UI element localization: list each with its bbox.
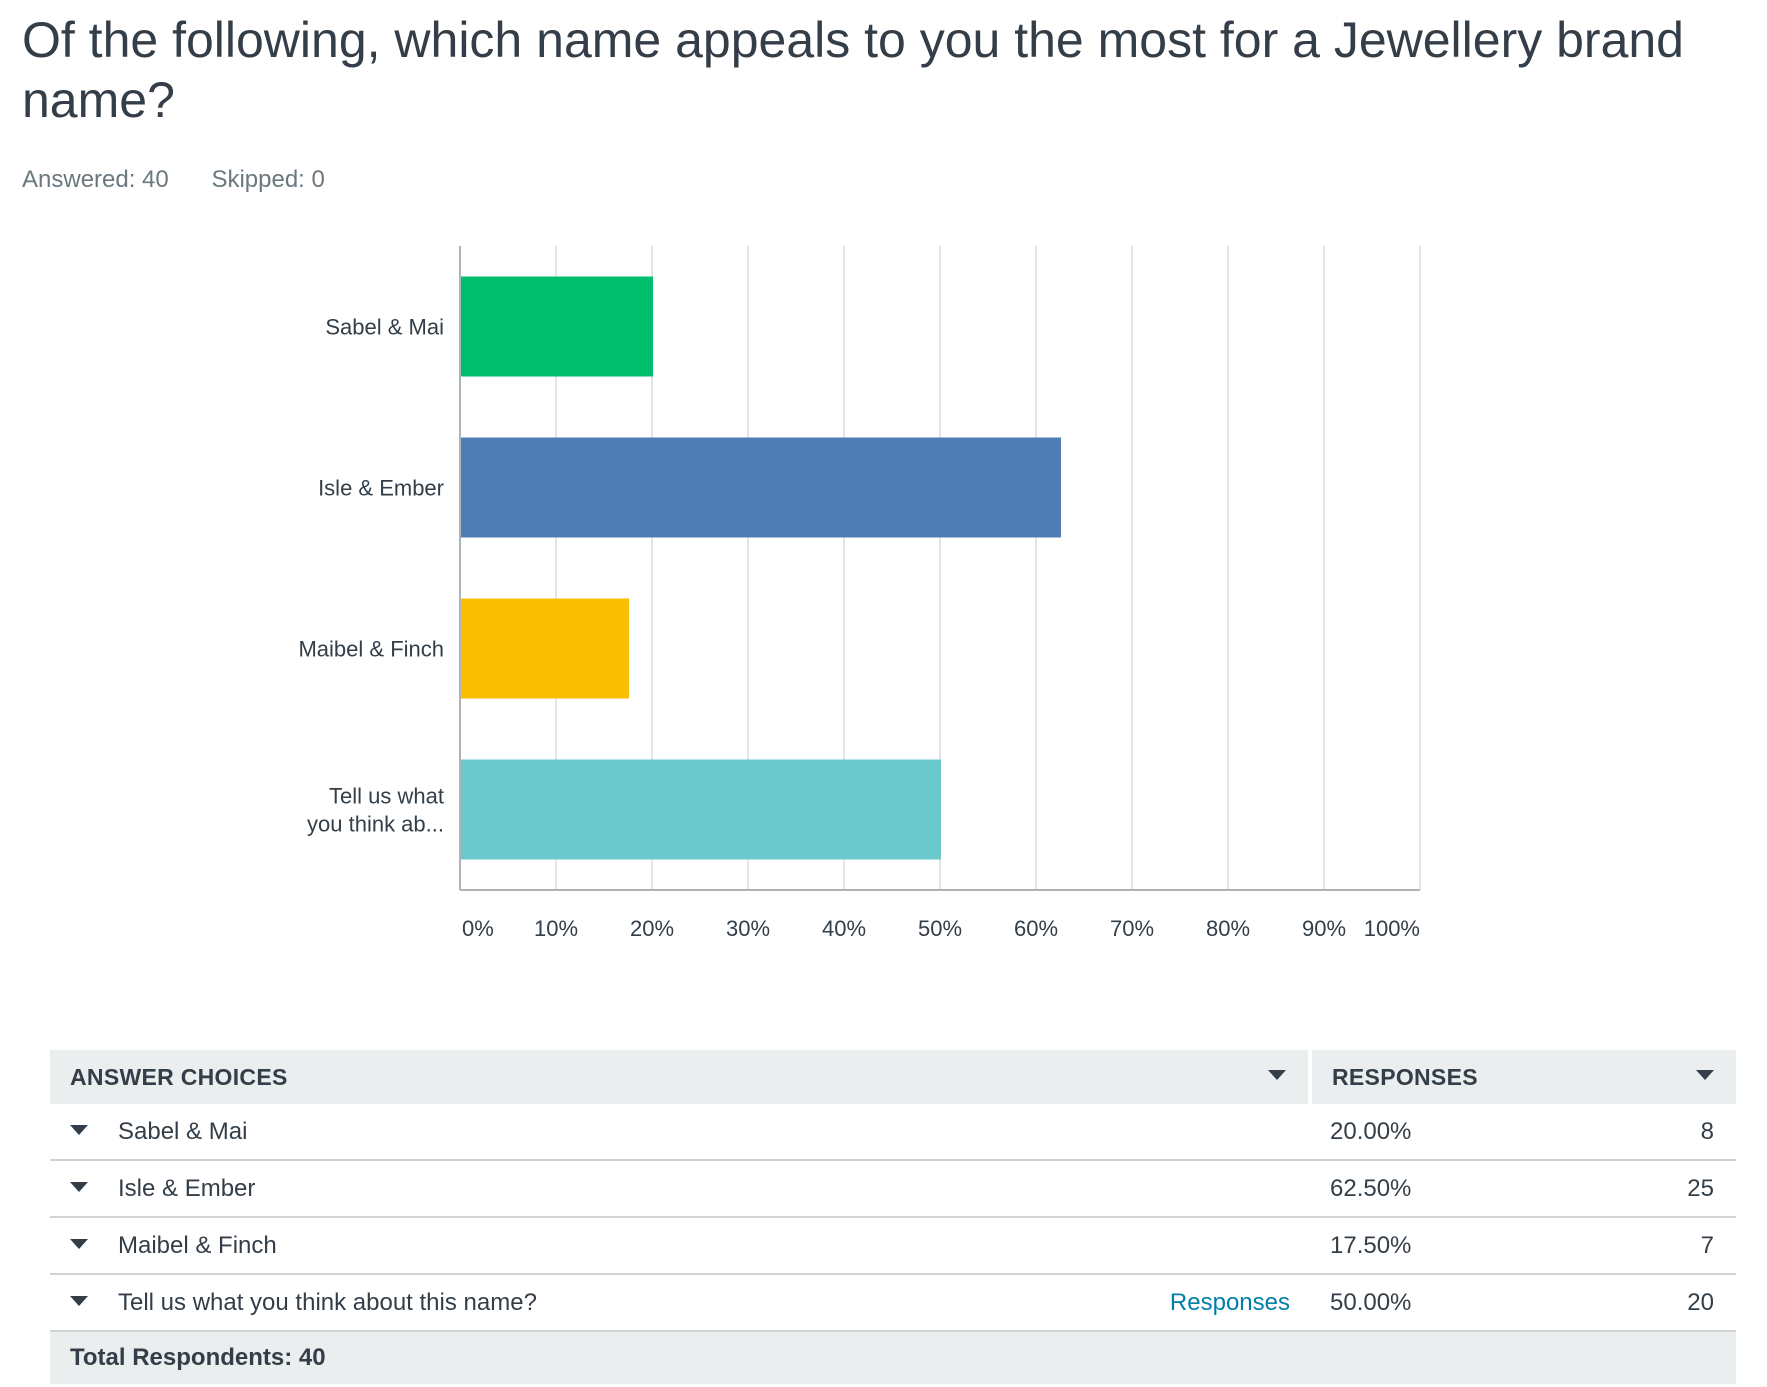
expand-caret-icon[interactable]: [70, 1239, 88, 1250]
x-tick-label: 80%: [1206, 916, 1250, 941]
response-count: 7: [1700, 1231, 1714, 1259]
bar-chart-svg: 0% 10% 20% 30% 40% 50% 60% 70% 80% 90% 100% Sabel &…: [298, 246, 1421, 941]
table-row: Isle & Ember 62.50% 25: [50, 1160, 1736, 1218]
response-percent: 50.00%: [1330, 1288, 1412, 1316]
response-percent: 62.50%: [1330, 1174, 1412, 1202]
response-count: 25: [1687, 1174, 1714, 1202]
response-cell: 17.50% 7: [1310, 1217, 1736, 1275]
table-row: Tell us what you think about this name? R…: [50, 1274, 1736, 1332]
responses-link[interactable]: Responses: [1169, 1288, 1290, 1316]
responses-header[interactable]: RESPONSES: [1310, 1050, 1736, 1104]
category-label: Sabel & Mai: [325, 315, 444, 340]
sort-caret-icon[interactable]: [1696, 1070, 1714, 1080]
category-label: Maibel & Finch: [298, 637, 444, 662]
response-count: 20: [1687, 1288, 1714, 1316]
x-tick-label: 30%: [726, 916, 770, 941]
response-stats: Answered: 40 Skipped: 0: [22, 166, 361, 194]
x-tick-label: 20%: [630, 916, 674, 941]
response-percent: 17.50%: [1330, 1231, 1412, 1259]
total-respondents: Total Respondents: 40: [50, 1331, 1736, 1384]
x-tick-label: 100%: [1364, 916, 1420, 941]
answer-choice-label: Isle & Ember: [118, 1174, 256, 1202]
table-row: Maibel & Finch 17.50% 7: [50, 1217, 1736, 1275]
sort-caret-icon[interactable]: [1268, 1070, 1286, 1080]
table-body: Sabel & Mai 20.00% 8 Isle & Ember 62.50% 25 Ma…: [50, 1104, 1736, 1384]
skipped-count: Skipped: 0: [211, 166, 325, 193]
question-title: Of the following, which name appeals to …: [22, 12, 1684, 128]
x-tick-label: 40%: [822, 916, 866, 941]
x-tick-label: 0%: [462, 916, 494, 941]
answer-choice-cell: Isle & Ember: [50, 1160, 1310, 1218]
bar: [461, 598, 629, 699]
expand-caret-icon[interactable]: [70, 1125, 88, 1136]
response-count: 8: [1700, 1117, 1714, 1145]
category-label: you think ab...: [307, 812, 444, 837]
answered-count: Answered: 40: [22, 166, 169, 193]
x-tick-label: 50%: [918, 916, 962, 941]
answer-choice-cell: Sabel & Mai: [50, 1104, 1310, 1161]
bar: [461, 759, 941, 860]
table-header-row: ANSWER CHOICES RESPONSES: [50, 1050, 1736, 1104]
answer-choice-label: Maibel & Finch: [118, 1231, 277, 1259]
answer-choices-header-label: ANSWER CHOICES: [70, 1063, 288, 1090]
category-label: Isle & Ember: [318, 476, 444, 501]
x-tick-label: 10%: [534, 916, 578, 941]
response-cell: 20.00% 8: [1310, 1104, 1736, 1161]
response-percent: 20.00%: [1330, 1117, 1412, 1145]
responses-header-label: RESPONSES: [1332, 1063, 1478, 1090]
answer-choice-label: Tell us what you think about this name?: [118, 1288, 537, 1316]
answer-choices-header[interactable]: ANSWER CHOICES: [50, 1050, 1312, 1104]
bar: [461, 276, 653, 377]
bar-chart: 0% 10% 20% 30% 40% 50% 60% 70% 80% 90% 100% Sabel &…: [0, 230, 1767, 950]
x-tick-label: 60%: [1014, 916, 1058, 941]
bar: [461, 437, 1061, 538]
total-row: Total Respondents: 40: [50, 1331, 1736, 1384]
category-label: Tell us what: [329, 784, 444, 809]
response-cell: 50.00% 20: [1310, 1274, 1736, 1332]
x-tick-label: 70%: [1110, 916, 1154, 941]
x-tick-label: 90%: [1302, 916, 1346, 941]
answer-choice-cell: Maibel & Finch: [50, 1217, 1310, 1275]
response-cell: 62.50% 25: [1310, 1160, 1736, 1218]
responses-table: ANSWER CHOICES RESPONSES Sabel & Mai 20.0…: [50, 1050, 1736, 1384]
expand-caret-icon[interactable]: [70, 1182, 88, 1193]
answer-choice-label: Sabel & Mai: [118, 1117, 248, 1145]
answer-choice-cell: Tell us what you think about this name? R…: [50, 1274, 1310, 1332]
table-row: Sabel & Mai 20.00% 8: [50, 1104, 1736, 1161]
expand-caret-icon[interactable]: [70, 1296, 88, 1307]
